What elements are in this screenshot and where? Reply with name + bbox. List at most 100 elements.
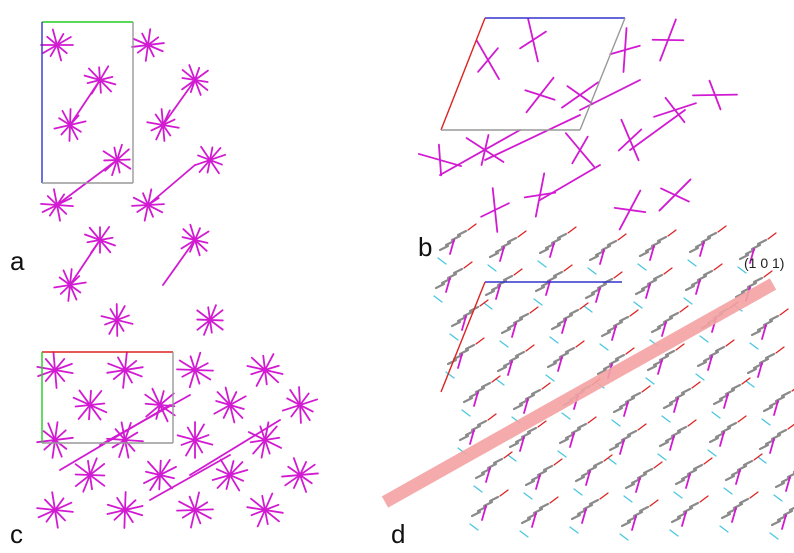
framework-bond bbox=[482, 383, 490, 387]
framework-bond bbox=[726, 476, 734, 480]
framework-bond bbox=[684, 508, 692, 512]
framework-bond bbox=[554, 459, 562, 465]
framework-bond bbox=[552, 325, 560, 329]
figure: a b c d (1 0 1) bbox=[0, 0, 794, 553]
molecule-bond bbox=[100, 395, 190, 445]
hydrogen-bond bbox=[584, 306, 592, 312]
framework-bond bbox=[670, 313, 678, 317]
framework-bond bbox=[490, 497, 498, 501]
hydrogen-bond bbox=[700, 336, 708, 342]
hydrogen-bond bbox=[538, 261, 546, 267]
framework-bond bbox=[464, 398, 472, 402]
molecule-layer bbox=[37, 19, 737, 528]
molecule-stick bbox=[666, 98, 685, 122]
hydrogen-bond bbox=[688, 260, 696, 266]
hydrogen-bond bbox=[500, 341, 508, 347]
framework-bond bbox=[472, 426, 480, 430]
framework-bond bbox=[738, 416, 746, 422]
framework-bond bbox=[564, 265, 572, 271]
framework-bond bbox=[614, 322, 622, 326]
framework-bond bbox=[750, 492, 758, 498]
framework-bond bbox=[698, 276, 706, 280]
framework-bond bbox=[544, 466, 552, 470]
hydrogen-bond bbox=[634, 302, 642, 308]
framework-bond bbox=[488, 414, 496, 420]
framework-bond bbox=[526, 395, 534, 399]
hydrogen-bond bbox=[620, 534, 628, 540]
framework-bond bbox=[686, 286, 694, 290]
hydrogen-bond bbox=[646, 378, 654, 384]
framework-bond bbox=[716, 347, 724, 351]
molecule-bond bbox=[70, 80, 100, 125]
cell-edge bbox=[441, 18, 485, 130]
framework-bond bbox=[676, 480, 684, 484]
framework-bond bbox=[460, 436, 468, 440]
hydrogen-bond bbox=[484, 303, 492, 309]
hydrogen-bond bbox=[684, 298, 692, 304]
framework-bond bbox=[732, 385, 740, 389]
framework-bond bbox=[682, 389, 690, 393]
framework-bond bbox=[636, 290, 644, 294]
framework-bond bbox=[654, 275, 662, 279]
framework-bond bbox=[628, 431, 636, 435]
framework-bond bbox=[710, 352, 718, 356]
hydrogen-bond bbox=[438, 258, 446, 264]
framework-bond bbox=[460, 350, 468, 354]
framework-bond bbox=[488, 464, 496, 468]
framework-bond bbox=[748, 283, 756, 287]
framework-bond bbox=[688, 420, 696, 426]
framework-bond bbox=[666, 351, 674, 355]
framework-bond bbox=[594, 462, 602, 466]
framework-bond bbox=[572, 515, 580, 519]
hydrogen-bond bbox=[600, 344, 608, 350]
framework-bond bbox=[702, 238, 710, 242]
framework-bond bbox=[768, 233, 776, 239]
molecule-bond bbox=[70, 240, 100, 285]
molecule-stick bbox=[200, 148, 221, 172]
framework-bond bbox=[776, 347, 784, 353]
framework-bond bbox=[614, 272, 622, 278]
framework-bond bbox=[576, 477, 584, 481]
hydrogen-bond bbox=[608, 458, 616, 464]
framework-bond bbox=[722, 428, 730, 432]
framework-bond bbox=[772, 521, 780, 525]
framework-bond bbox=[652, 328, 660, 332]
panel-d-background bbox=[434, 224, 794, 540]
framework-bond bbox=[578, 424, 586, 428]
framework-bond bbox=[502, 329, 510, 333]
framework-bond bbox=[642, 386, 650, 392]
framework-bond bbox=[476, 474, 484, 478]
framework-bond bbox=[618, 234, 626, 240]
framework-bond bbox=[540, 504, 548, 508]
framework-bond bbox=[772, 435, 780, 439]
framework-bond bbox=[622, 436, 630, 440]
framework-bond bbox=[744, 461, 752, 465]
framework-bond bbox=[554, 272, 562, 276]
framework-bond bbox=[660, 442, 668, 446]
framework-bond bbox=[638, 474, 646, 478]
framework-bond bbox=[486, 291, 494, 295]
framework-bond bbox=[520, 314, 528, 318]
framework-bond bbox=[676, 394, 684, 398]
framework-bond bbox=[472, 512, 480, 516]
framework-bond bbox=[710, 438, 718, 442]
framework-bond bbox=[752, 245, 760, 249]
framework-bond bbox=[508, 238, 516, 242]
hydrogen-bond bbox=[474, 486, 482, 492]
cell-edge bbox=[441, 282, 485, 392]
framework-bond bbox=[692, 382, 700, 388]
framework-bond bbox=[468, 224, 476, 230]
framework-bond bbox=[586, 294, 594, 298]
framework-bond bbox=[668, 230, 676, 236]
panel-label: d bbox=[391, 519, 405, 549]
framework-bond bbox=[788, 473, 794, 477]
framework-bond bbox=[534, 509, 542, 513]
framework-bond bbox=[590, 500, 598, 504]
framework-bond bbox=[476, 338, 484, 344]
framework-bond bbox=[704, 458, 712, 464]
framework-bond bbox=[588, 417, 596, 423]
hydrogen-bond bbox=[462, 410, 470, 416]
framework-bond bbox=[764, 271, 772, 277]
hydrogen-bond bbox=[624, 496, 632, 502]
page: {"panels": [{"label": "a"}, {"label": "b… bbox=[0, 0, 794, 553]
